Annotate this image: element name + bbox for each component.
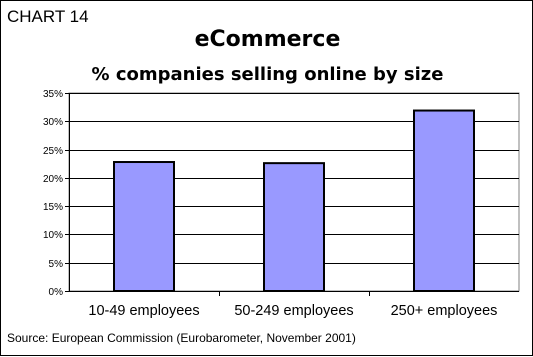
chart-subtitle: % companies selling online by size <box>91 64 444 85</box>
y-tick-label: 20% <box>43 174 63 185</box>
y-tick-label: 0% <box>49 287 64 298</box>
y-tick-label: 35% <box>43 89 63 100</box>
x-tick-label: 50-249 employees <box>234 303 353 319</box>
source-note: Source: European Commission (Eurobaromet… <box>7 331 356 345</box>
bar-3 <box>413 109 475 292</box>
x-tick-label: 250+ employees <box>391 303 498 319</box>
x-tick-label: 10-49 employees <box>88 303 199 319</box>
bars <box>113 109 475 292</box>
bar-2 <box>263 162 325 292</box>
y-tick-label: 15% <box>43 202 63 213</box>
bar-1 <box>113 161 175 292</box>
y-tick-label: 10% <box>43 230 63 241</box>
y-tick-label: 30% <box>43 117 63 128</box>
x-axis: 10-49 employees 50-249 employees 250+ empl… <box>88 291 497 319</box>
chart-number: CHART 14 <box>7 7 89 26</box>
y-tick-label: 5% <box>49 259 64 270</box>
y-tick-label: 25% <box>43 146 63 157</box>
chart-title: eCommerce <box>194 27 341 52</box>
